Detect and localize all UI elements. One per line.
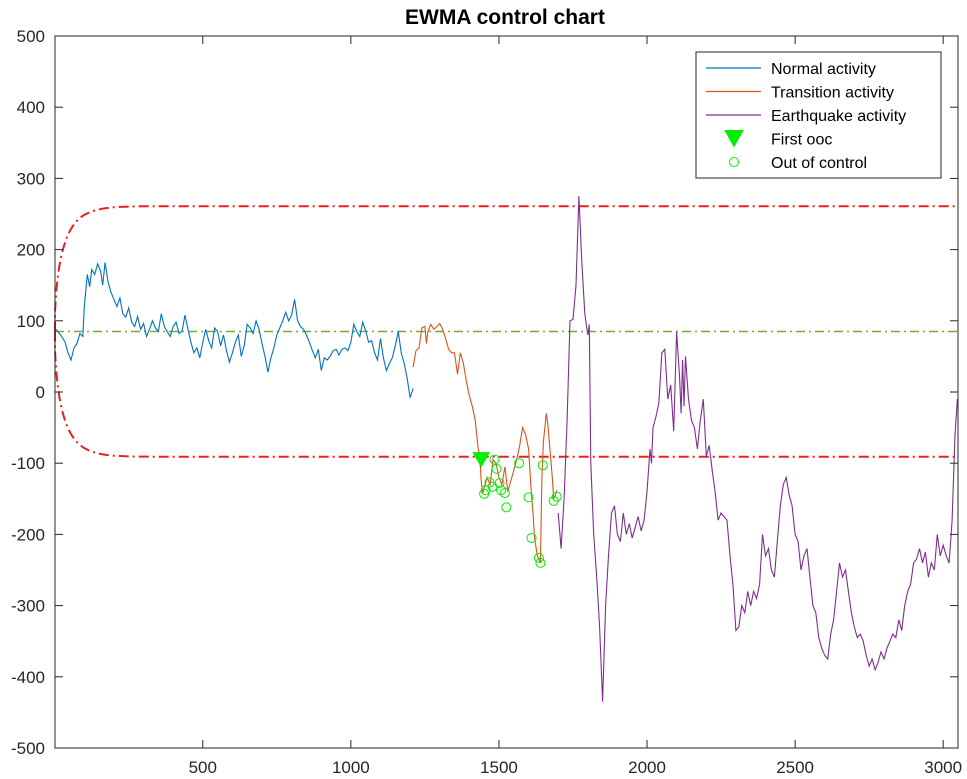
legend-label: Earthquake activity bbox=[771, 108, 906, 125]
series-line-1 bbox=[55, 262, 414, 398]
axes: -500 -400 -300 -200 -100 0 100 200 300 400 500 500 1… bbox=[11, 27, 962, 777]
legend-label: Transition activity bbox=[771, 85, 894, 102]
x-tick-label: 2000 bbox=[628, 758, 666, 777]
ooc-point bbox=[537, 460, 548, 471]
y-tick-label: -400 bbox=[11, 668, 45, 687]
ooc-point bbox=[533, 552, 544, 563]
series-line-3 bbox=[557, 196, 958, 702]
first-ooc-marker bbox=[472, 452, 491, 468]
y-tick-label: 0 bbox=[36, 383, 45, 402]
series-line-2 bbox=[412, 322, 558, 564]
legend-label: Out of control bbox=[771, 155, 867, 172]
y-tick-label: -500 bbox=[11, 739, 45, 758]
series-lines bbox=[55, 196, 958, 702]
ooc-point bbox=[499, 488, 510, 499]
ooc-point bbox=[501, 502, 512, 513]
chart-title: EWMA control chart bbox=[405, 6, 605, 29]
y-tick-label: 400 bbox=[17, 98, 45, 117]
x-tick-label: 1500 bbox=[480, 758, 518, 777]
legend: Normal activity Transition activity Earthq… bbox=[695, 51, 942, 179]
y-tick-label: -100 bbox=[11, 454, 45, 473]
ooc-point bbox=[494, 478, 505, 489]
legend-swatch bbox=[724, 130, 744, 148]
ooc-point bbox=[526, 532, 537, 543]
ooc-point bbox=[551, 491, 562, 502]
control-limits bbox=[54, 205, 958, 458]
ooc-markers bbox=[472, 452, 562, 568]
legend-label: Normal activity bbox=[771, 61, 876, 78]
x-tick-label: 2500 bbox=[776, 758, 814, 777]
y-tick-label: -300 bbox=[11, 597, 45, 616]
y-tick-label: 200 bbox=[17, 241, 45, 260]
ooc-point bbox=[514, 458, 525, 469]
ooc-point bbox=[489, 454, 500, 465]
y-tick-label: 100 bbox=[17, 312, 45, 331]
ooc-point bbox=[523, 492, 534, 503]
x-tick-label: 500 bbox=[189, 758, 217, 777]
y-tick-label: 300 bbox=[17, 169, 45, 188]
x-tick-label: 3000 bbox=[924, 758, 962, 777]
ooc-point bbox=[491, 463, 502, 474]
ooc-point bbox=[535, 557, 546, 568]
x-tick-label: 1000 bbox=[332, 758, 370, 777]
y-tick-label: 500 bbox=[17, 27, 45, 46]
y-tick-label: -200 bbox=[11, 525, 45, 544]
lower-control-limit bbox=[54, 331, 958, 458]
upper-control-limit bbox=[54, 205, 958, 332]
legend-swatch bbox=[729, 157, 739, 167]
legend-label: First ooc bbox=[771, 132, 832, 149]
